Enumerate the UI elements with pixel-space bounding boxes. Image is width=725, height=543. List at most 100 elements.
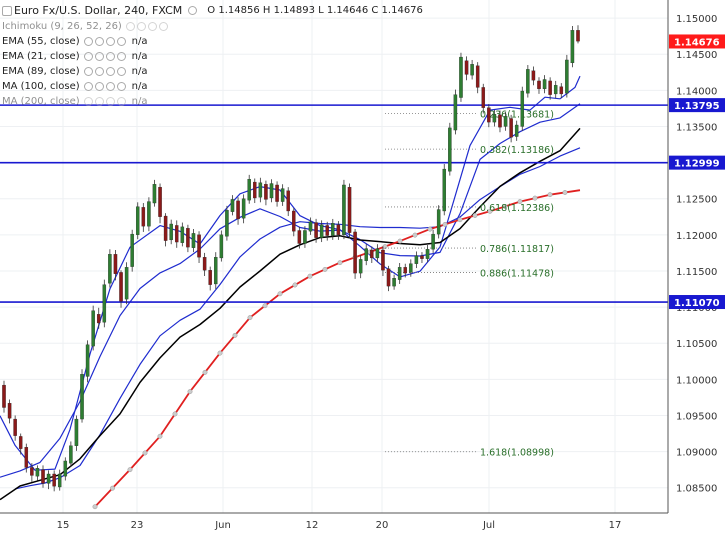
candle-body (325, 225, 329, 236)
collapse-toggle-icon[interactable] (2, 5, 12, 16)
candle-body (2, 384, 6, 408)
candle-body (576, 30, 580, 42)
candle-body (526, 69, 530, 94)
candle-body (464, 60, 469, 75)
more-icon[interactable] (116, 37, 126, 46)
close-icon[interactable] (105, 52, 115, 61)
price-tick-label: 1.13500 (676, 122, 717, 133)
level-price-tag: 1.13795 (674, 101, 720, 112)
close-icon[interactable] (105, 97, 115, 106)
close-icon[interactable] (105, 37, 115, 46)
eye-icon[interactable] (125, 22, 135, 31)
indicator-row[interactable]: EMA (89, close) n/a (2, 64, 423, 79)
settings-icon[interactable] (94, 52, 104, 61)
price-axis[interactable]: 1.150001.145001.140001.135001.130001.125… (667, 0, 725, 513)
candle-body (241, 198, 246, 219)
indicator-row[interactable]: MA (200, close) n/a (2, 94, 423, 109)
candle-body (191, 233, 196, 248)
candle-body (475, 65, 480, 88)
indicator-row[interactable]: Ichimoku (9, 26, 52, 26) (2, 19, 423, 34)
settings-icon[interactable] (94, 97, 104, 106)
ma-200-marker (337, 260, 343, 266)
more-icon[interactable] (158, 22, 168, 31)
current-price-tag: 1.14676 (674, 37, 720, 48)
candle-body (41, 469, 45, 484)
candle-body (487, 107, 491, 123)
candle-body (46, 473, 51, 484)
ohlc-readout: O 1.14856 H 1.14893 L 1.14646 C 1.14676 (207, 5, 423, 16)
more-icon[interactable] (116, 82, 126, 91)
ma-200-marker (142, 450, 148, 456)
indicator-name: EMA (21, close) (2, 51, 80, 62)
indicator-row[interactable]: EMA (55, close) n/a (2, 34, 423, 49)
candle-body (18, 436, 23, 449)
candle-body (425, 249, 430, 259)
candle-body (74, 418, 79, 446)
candle-body (141, 207, 146, 227)
ma-200-marker (322, 266, 328, 272)
candle-body (292, 210, 296, 232)
indicator-value: n/a (131, 66, 148, 77)
close-icon[interactable] (105, 67, 115, 76)
candle-body (69, 445, 73, 464)
candle-body (202, 257, 207, 271)
settings-icon[interactable] (136, 22, 146, 31)
candle-body (269, 183, 274, 199)
close-icon[interactable] (147, 22, 157, 31)
candle-body (370, 249, 374, 259)
price-tick-label: 1.10000 (676, 375, 717, 386)
candle-body (236, 200, 240, 220)
indicator-row[interactable]: EMA (21, close) n/a (2, 49, 423, 64)
candle-body (91, 310, 95, 347)
indicator-row[interactable]: MA (100, close) n/a (2, 79, 423, 94)
more-icon[interactable] (116, 67, 126, 76)
candle-body (35, 468, 40, 477)
candle-body (414, 255, 419, 264)
candle-body (13, 418, 17, 436)
level-price-tag-bg[interactable] (669, 98, 725, 113)
level-price-tag-bg[interactable] (669, 155, 725, 170)
candle-body (124, 267, 129, 300)
eye-icon[interactable] (83, 52, 93, 61)
price-tick-label: 1.08500 (676, 484, 717, 495)
ma-200-marker (277, 291, 283, 297)
more-icon[interactable] (116, 97, 126, 106)
current-price-tag-bg[interactable] (669, 34, 725, 49)
time-tick-label: 17 (609, 520, 622, 531)
candle-body (130, 233, 134, 267)
ma-200-marker (397, 238, 403, 244)
settings-icon[interactable] (94, 67, 104, 76)
candle-body (280, 188, 285, 202)
eye-icon[interactable] (83, 37, 93, 46)
candle-body (175, 225, 179, 243)
candle-body (520, 90, 525, 127)
candle-body (336, 224, 341, 235)
candle-body (559, 86, 564, 95)
settings-icon[interactable] (94, 37, 104, 46)
eye-icon[interactable] (188, 6, 198, 15)
price-tick-label: 1.09000 (676, 448, 717, 459)
eye-icon[interactable] (83, 67, 93, 76)
candle-body (498, 114, 502, 128)
more-icon[interactable] (116, 52, 126, 61)
close-icon[interactable] (105, 82, 115, 91)
chart-legend: Euro Fx/U.S. Dollar, 240, FXCM O 1.14856… (2, 2, 423, 109)
level-price-tag-bg[interactable] (669, 295, 725, 310)
candle-body (314, 222, 318, 238)
eye-icon[interactable] (83, 82, 93, 91)
candle-body (342, 184, 346, 235)
candle-body (96, 314, 101, 324)
fib-level-label: 0.618(1.12386) (480, 203, 554, 214)
candle-body (7, 403, 12, 419)
fib-level-label: 0.236(1.13681) (480, 109, 554, 120)
time-axis[interactable]: 15 23 Jun 12 20 Jul 17 (0, 512, 668, 531)
candle-body (319, 224, 324, 238)
candle-body (392, 278, 396, 287)
price-tick-label: 1.12500 (676, 195, 717, 206)
ma-200-marker (412, 232, 418, 238)
candle-body (448, 127, 452, 172)
eye-icon[interactable] (83, 97, 93, 106)
symbol-header: Euro Fx/U.S. Dollar, 240, FXCM O 1.14856… (2, 2, 423, 19)
settings-icon[interactable] (94, 82, 104, 91)
